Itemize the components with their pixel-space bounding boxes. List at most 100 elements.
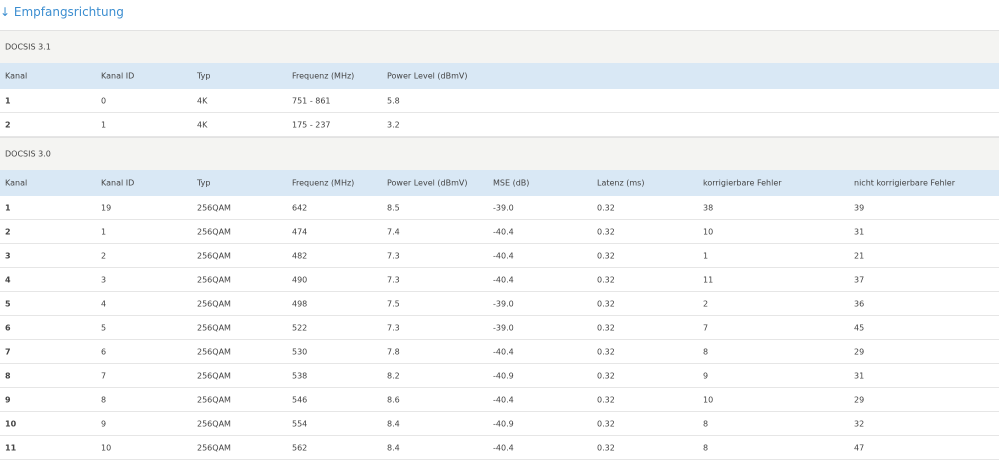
table-row: 2 1 256QAM 474 7.4 -40.4 0.32 10 31 [0, 220, 999, 244]
table-cell: -39.0 [493, 299, 514, 308]
table-cell: 10 [703, 227, 714, 236]
table-cell: 37 [854, 275, 865, 284]
table-cell: 256QAM [197, 203, 231, 212]
table-cell: 0.32 [597, 395, 615, 404]
table-cell: 1 [5, 96, 11, 105]
table-row: 11 10 256QAM 562 8.4 -40.4 0.32 8 47 [0, 436, 999, 460]
table-cell: 3 [101, 275, 107, 284]
table-row: 4 3 256QAM 490 7.3 -40.4 0.32 11 37 [0, 268, 999, 292]
table-cell: 256QAM [197, 443, 231, 452]
table-cell: 6 [101, 347, 107, 356]
table-cell: 256QAM [197, 371, 231, 380]
table-cell: 31 [854, 371, 865, 380]
table-cell: 32 [854, 419, 865, 428]
table-cell: 1 [101, 120, 107, 129]
column-header: Typ [197, 71, 211, 81]
table-row: 10 9 256QAM 554 8.4 -40.9 0.32 8 32 [0, 412, 999, 436]
table-cell: 751 - 861 [292, 96, 331, 105]
table-cell: 562 [292, 443, 308, 452]
table-cell: 11 [703, 275, 714, 284]
table-cell: 5 [101, 323, 107, 332]
table-cell: 1 [101, 227, 107, 236]
table-cell: 1 [703, 251, 709, 260]
table-cell: 5.8 [387, 96, 400, 105]
table-cell: 0.32 [597, 275, 615, 284]
table-cell: -40.4 [493, 443, 514, 452]
table-cell: -40.4 [493, 275, 514, 284]
table-cell: 4K [197, 120, 208, 129]
table-cell: -39.0 [493, 323, 514, 332]
section-header: DOCSIS 3.0 [0, 137, 999, 170]
table-cell: 4 [5, 275, 11, 284]
column-header: nicht korrigierbare Fehler [854, 178, 956, 188]
table-cell: 0.32 [597, 347, 615, 356]
section-title: ↓ Empfangsrichtung [0, 5, 124, 19]
table-cell: 8 [101, 395, 107, 404]
table-cell: 11 [5, 443, 17, 452]
table-cell: 0 [101, 96, 107, 105]
table-cell: 45 [854, 323, 865, 332]
column-header: Kanal ID [101, 71, 135, 81]
table-cell: 7.3 [387, 275, 400, 284]
table-cell: 530 [292, 347, 308, 356]
table-cell: 7.3 [387, 251, 400, 260]
column-header-row: Kanal Kanal ID Typ Frequenz (MHz) Power Leve… [0, 63, 999, 89]
table-cell: 10 [5, 419, 17, 428]
table-row: 1 19 256QAM 642 8.5 -39.0 0.32 38 39 [0, 196, 999, 220]
table-cell: 538 [292, 371, 308, 380]
table-cell: 29 [854, 395, 865, 404]
table-cell: 256QAM [197, 347, 231, 356]
table-cell: -40.9 [493, 419, 514, 428]
table-cell: 2 [5, 120, 11, 129]
table-cell: 256QAM [197, 299, 231, 308]
table-cell: 8 [703, 419, 709, 428]
table-cell: 3 [5, 251, 11, 260]
table-cell: 175 - 237 [292, 120, 331, 129]
column-header: Frequenz (MHz) [292, 178, 355, 188]
column-header: korrigierbare Fehler [703, 178, 782, 188]
table-cell: 7 [5, 347, 11, 356]
table-cell: 0.32 [597, 323, 615, 332]
table-row: 8 7 256QAM 538 8.2 -40.9 0.32 9 31 [0, 364, 999, 388]
table-cell: 8 [703, 347, 709, 356]
table-cell: -40.4 [493, 395, 514, 404]
table-cell: -39.0 [493, 203, 514, 212]
table-cell: -40.9 [493, 371, 514, 380]
column-header: Kanal [5, 178, 28, 188]
table-cell: -40.4 [493, 347, 514, 356]
section-label: DOCSIS 3.0 [5, 149, 51, 159]
table-cell: 21 [854, 251, 865, 260]
table-cell: 5 [5, 299, 11, 308]
section-header: DOCSIS 3.1 [0, 30, 999, 63]
table-row: 7 6 256QAM 530 7.8 -40.4 0.32 8 29 [0, 340, 999, 364]
table-cell: -40.4 [493, 227, 514, 236]
table-cell: 2 [5, 227, 11, 236]
table-cell: 8.4 [387, 419, 400, 428]
table-cell: 36 [854, 299, 865, 308]
table-cell: 546 [292, 395, 308, 404]
table-cell: 8.5 [387, 203, 400, 212]
table-cell: 0.32 [597, 419, 615, 428]
column-header: Typ [197, 178, 211, 188]
table-cell: 29 [854, 347, 865, 356]
table-cell: 0.32 [597, 371, 615, 380]
table-cell: 7.5 [387, 299, 400, 308]
table-cell: 9 [5, 395, 11, 404]
table-cell: 482 [292, 251, 308, 260]
table-cell: 7.4 [387, 227, 400, 236]
table-cell: 47 [854, 443, 865, 452]
table-cell: 31 [854, 227, 865, 236]
table-cell: 0.32 [597, 227, 615, 236]
column-header: Kanal [5, 71, 28, 81]
table-cell: 256QAM [197, 419, 231, 428]
table-cell: 6 [5, 323, 11, 332]
table-cell: 256QAM [197, 275, 231, 284]
table-cell: 256QAM [197, 395, 231, 404]
table-cell: 4K [197, 96, 208, 105]
table-cell: 8.4 [387, 443, 400, 452]
table-cell: 642 [292, 203, 308, 212]
table-cell: 474 [292, 227, 308, 236]
table-row: 6 5 256QAM 522 7.3 -39.0 0.32 7 45 [0, 316, 999, 340]
table-cell: 1 [5, 203, 11, 212]
